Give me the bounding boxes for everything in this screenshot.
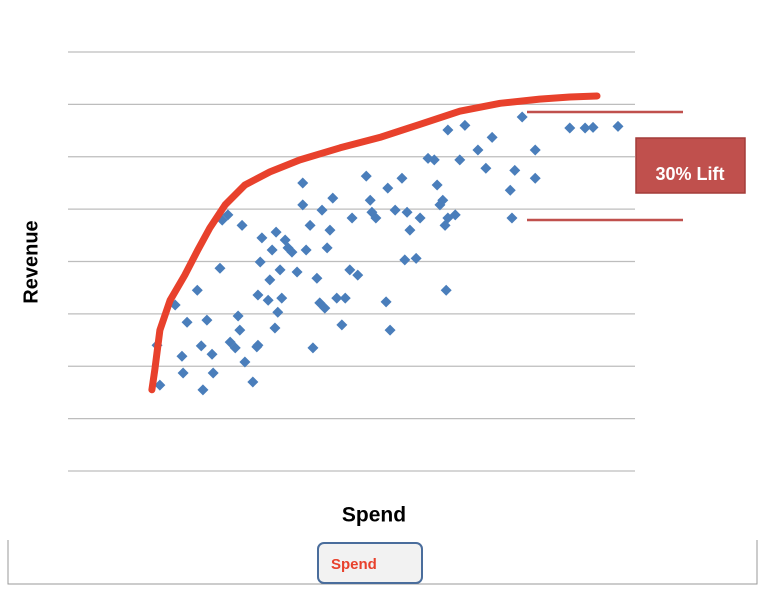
point — [297, 177, 309, 189]
point — [274, 264, 286, 276]
point — [529, 144, 541, 156]
point — [286, 246, 298, 258]
point — [437, 194, 449, 206]
point — [311, 272, 323, 284]
point — [304, 219, 316, 231]
point — [154, 379, 166, 391]
point — [327, 192, 339, 204]
point — [516, 111, 528, 123]
point — [276, 292, 288, 304]
point — [206, 348, 218, 360]
point — [529, 172, 541, 184]
point — [291, 266, 303, 278]
point — [380, 296, 392, 308]
point — [382, 182, 394, 194]
point — [401, 206, 413, 218]
point — [449, 209, 461, 221]
point — [201, 314, 213, 326]
point — [459, 119, 471, 131]
point — [316, 204, 328, 216]
point — [297, 199, 309, 211]
point — [214, 262, 226, 274]
legend — [317, 542, 423, 584]
point — [564, 122, 576, 134]
grid — [68, 51, 635, 472]
point — [384, 324, 396, 336]
point — [234, 324, 246, 336]
point — [207, 367, 219, 379]
point — [336, 319, 348, 331]
y-axis-label: Revenue — [20, 220, 42, 303]
point — [346, 212, 358, 224]
point — [270, 226, 282, 238]
point — [472, 144, 484, 156]
legend-entry: Spend — [331, 556, 377, 573]
point — [222, 209, 234, 221]
annotation: 30% Lift — [655, 164, 724, 184]
point — [506, 212, 518, 224]
point — [176, 350, 188, 362]
trend-curve — [148, 92, 601, 394]
point — [262, 294, 274, 306]
annotation-box — [635, 137, 746, 194]
point — [364, 194, 376, 206]
point — [247, 376, 259, 388]
point — [195, 340, 207, 352]
point — [389, 204, 401, 216]
point — [191, 284, 203, 296]
point — [319, 302, 331, 314]
point — [404, 224, 416, 236]
point — [352, 269, 364, 281]
point — [612, 120, 624, 132]
point — [177, 367, 189, 379]
point — [252, 339, 264, 351]
point — [232, 310, 244, 322]
plot-area — [148, 92, 624, 396]
point — [360, 170, 372, 182]
point — [480, 162, 492, 174]
point — [442, 124, 454, 136]
point — [272, 306, 284, 318]
point — [339, 292, 351, 304]
point — [486, 131, 498, 143]
point — [509, 164, 521, 176]
point — [239, 356, 251, 368]
point — [256, 232, 268, 244]
point — [252, 289, 264, 301]
point — [440, 284, 452, 296]
point — [331, 292, 343, 304]
point — [428, 154, 440, 166]
point — [504, 184, 516, 196]
point — [269, 322, 281, 334]
point — [321, 242, 333, 254]
point — [236, 219, 248, 231]
x-axis-label: Spend — [342, 504, 406, 527]
point — [439, 219, 451, 231]
point — [587, 121, 599, 133]
point — [370, 212, 382, 224]
point — [579, 122, 591, 134]
point — [197, 384, 209, 396]
point — [264, 274, 276, 286]
point — [396, 172, 408, 184]
point — [410, 252, 422, 264]
point — [254, 256, 266, 268]
point — [454, 154, 466, 166]
point — [266, 244, 278, 256]
point — [414, 212, 426, 224]
point — [324, 224, 336, 236]
point — [344, 264, 356, 276]
point — [181, 316, 193, 328]
point — [431, 179, 443, 191]
point — [307, 342, 319, 354]
point — [399, 254, 411, 266]
point — [300, 244, 312, 256]
point — [229, 342, 241, 354]
